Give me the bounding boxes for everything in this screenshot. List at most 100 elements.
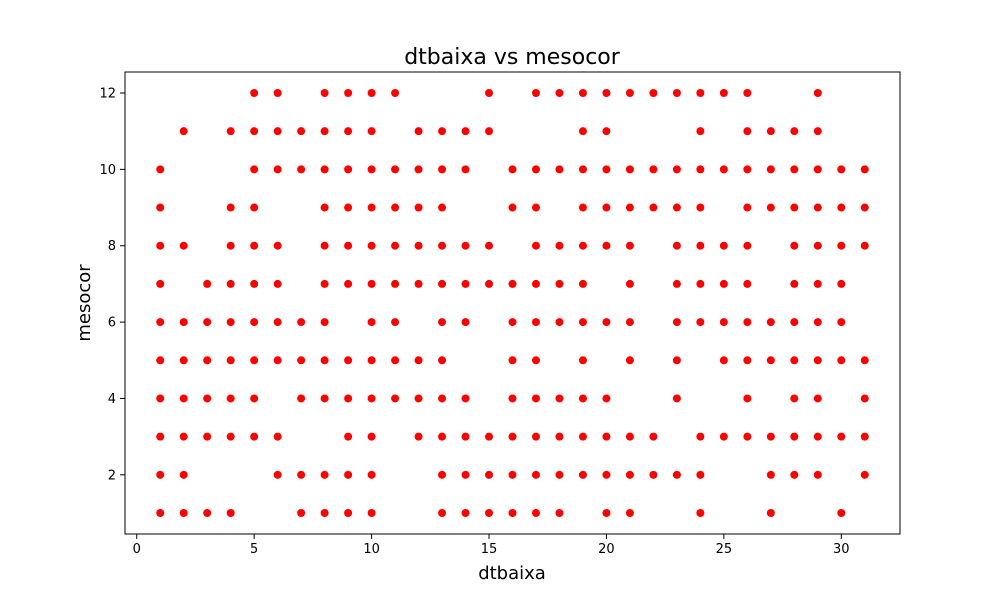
data-point (273, 432, 282, 441)
data-point (625, 470, 634, 479)
data-point (438, 470, 447, 479)
data-point (790, 203, 799, 212)
data-point (837, 318, 846, 327)
data-point (414, 356, 423, 365)
data-point (790, 165, 799, 174)
data-point (156, 165, 165, 174)
data-point (203, 432, 212, 441)
data-point (391, 279, 400, 288)
data-point (672, 394, 681, 403)
data-point (367, 127, 376, 136)
data-point (367, 279, 376, 288)
data-point (156, 356, 165, 365)
data-point (696, 279, 705, 288)
data-point (696, 470, 705, 479)
data-point (602, 89, 611, 97)
data-point (860, 470, 869, 479)
data-point (438, 318, 447, 327)
data-point (508, 470, 517, 479)
data-point (320, 509, 329, 517)
data-point (860, 203, 869, 212)
data-point (696, 89, 705, 97)
data-point (297, 394, 306, 403)
data-point (250, 279, 259, 288)
data-point (438, 241, 447, 250)
data-point (696, 127, 705, 136)
data-point (625, 279, 634, 288)
data-point (860, 165, 869, 174)
data-point (250, 356, 259, 365)
y-tick-label: 10 (99, 163, 116, 178)
data-point (719, 241, 728, 250)
data-point (367, 165, 376, 174)
data-point (743, 318, 752, 327)
data-point (719, 165, 728, 174)
data-point (367, 432, 376, 441)
data-point (156, 318, 165, 327)
data-point (320, 470, 329, 479)
data-point (438, 509, 447, 517)
data-point (625, 165, 634, 174)
data-point (531, 89, 540, 97)
data-point (766, 470, 775, 479)
y-axis: 2 4 6 8 10 12 (99, 87, 125, 483)
data-point (672, 279, 681, 288)
data-point (250, 165, 259, 174)
data-point (320, 203, 329, 212)
data-point (766, 203, 775, 212)
data-point (179, 241, 188, 250)
y-tick-label: 4 (108, 392, 116, 407)
data-point (226, 394, 235, 403)
data-point (837, 203, 846, 212)
data-point (438, 432, 447, 441)
data-point (461, 127, 470, 136)
data-point (531, 432, 540, 441)
data-point (485, 432, 494, 441)
data-point (790, 241, 799, 250)
data-point (602, 394, 611, 403)
data-point (367, 89, 376, 97)
data-point (508, 318, 517, 327)
data-point (203, 318, 212, 327)
data-point (860, 241, 869, 250)
data-point (766, 165, 775, 174)
data-point (226, 127, 235, 136)
data-point (508, 356, 517, 365)
y-axis-title: mesocor (74, 264, 95, 342)
data-point (578, 127, 587, 136)
data-point (461, 394, 470, 403)
data-point (578, 241, 587, 250)
data-point (273, 356, 282, 365)
data-point (461, 241, 470, 250)
data-point (743, 89, 752, 97)
data-point (696, 318, 705, 327)
data-point (813, 394, 822, 403)
data-point (837, 509, 846, 517)
data-point (461, 509, 470, 517)
data-point (743, 356, 752, 365)
data-point (837, 279, 846, 288)
data-point (766, 432, 775, 441)
data-point (743, 165, 752, 174)
data-point (531, 356, 540, 365)
data-point (485, 127, 494, 136)
data-point (672, 470, 681, 479)
data-point (813, 279, 822, 288)
data-point (367, 241, 376, 250)
data-point (438, 356, 447, 365)
data-point (320, 165, 329, 174)
data-point (461, 279, 470, 288)
data-point (344, 394, 353, 403)
data-point (790, 356, 799, 365)
data-point (179, 356, 188, 365)
data-point (297, 165, 306, 174)
data-point (743, 241, 752, 250)
x-axis: 0 5 10 15 20 25 30 (133, 534, 850, 557)
data-point (743, 432, 752, 441)
data-point (790, 432, 799, 441)
data-point (766, 318, 775, 327)
data-point (837, 432, 846, 441)
data-point (250, 318, 259, 327)
data-point (179, 509, 188, 517)
data-point (508, 203, 517, 212)
